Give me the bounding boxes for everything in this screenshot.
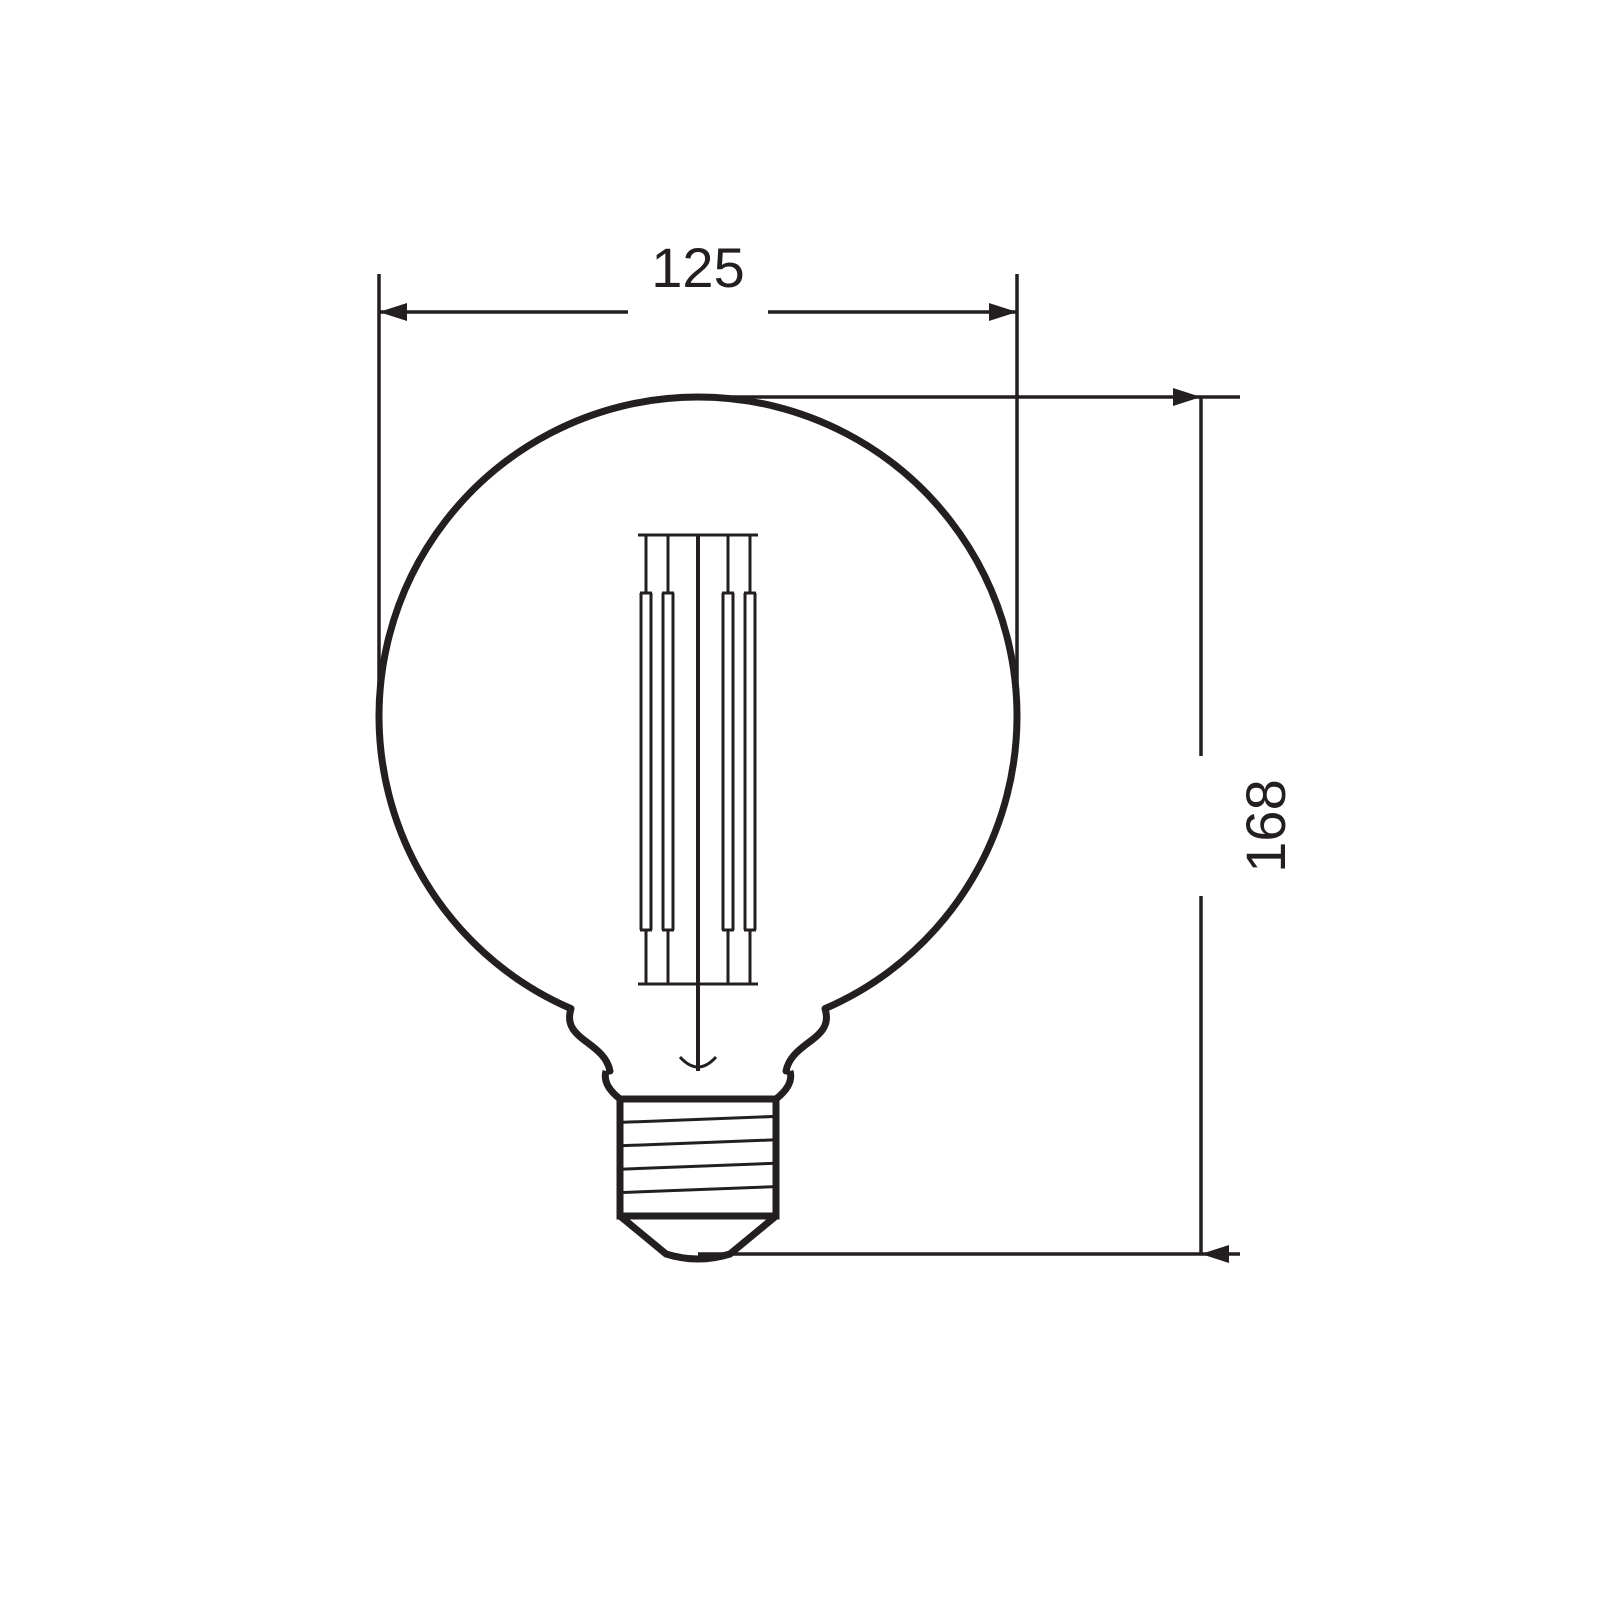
thread-ridge (620, 1163, 776, 1169)
thread-ridge (620, 1187, 776, 1193)
dim-width-label: 125 (651, 236, 744, 299)
dim-height-label: 168 (1234, 779, 1297, 872)
bulb-collar (605, 1071, 790, 1099)
bulb-technical-drawing: 125 168 (0, 0, 1600, 1600)
thread-ridge (620, 1116, 776, 1122)
thread-ridge (620, 1140, 776, 1146)
